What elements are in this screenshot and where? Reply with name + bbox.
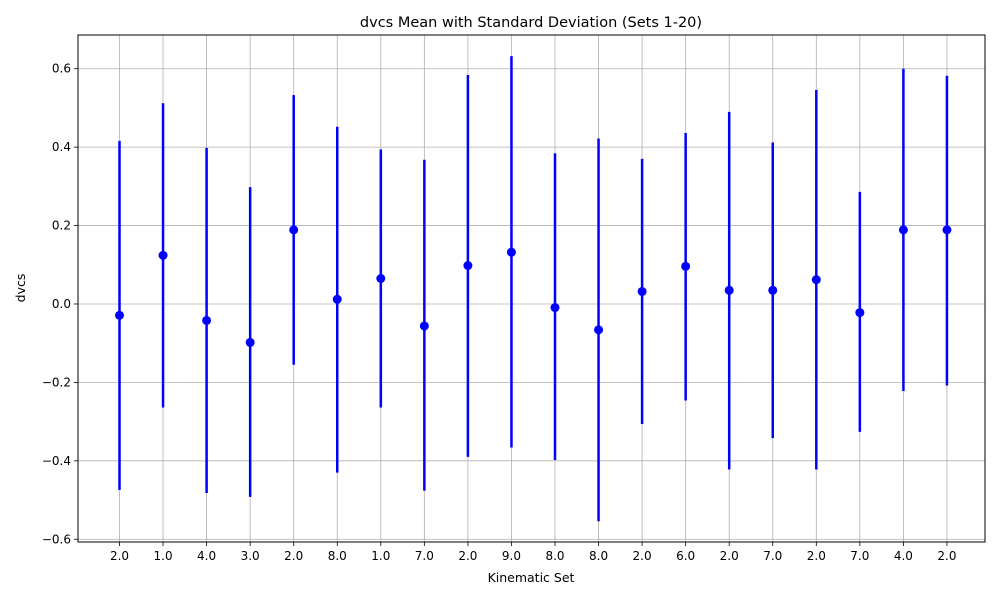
mean-point xyxy=(898,225,908,235)
y-tick-label: 0.0 xyxy=(52,297,71,311)
y-tick-label: −0.2 xyxy=(42,375,71,389)
x-tick-label: 1.0 xyxy=(154,549,173,563)
x-tick-label: 7.0 xyxy=(850,549,869,563)
mean-point xyxy=(724,285,734,295)
grid-layer xyxy=(78,35,985,542)
x-ticks-layer: 2.0 1.0 4.0 3.0 2.0 8.0 1.0 7.0 2.0 9.0 8.0 8.0 2.0 6… xyxy=(110,542,956,563)
x-tick-label: 2.0 xyxy=(284,549,303,563)
x-tick-label: 8.0 xyxy=(545,549,564,563)
mean-point xyxy=(463,261,473,271)
chart-title: dvcs Mean with Standard Deviation (Sets … xyxy=(360,15,702,31)
mean-point xyxy=(376,274,386,284)
y-tick-label: 0.2 xyxy=(52,219,71,233)
mean-point xyxy=(158,250,168,260)
mean-point xyxy=(506,247,516,257)
y-tick-label: 0.4 xyxy=(52,140,71,154)
x-axis-label: Kinematic Set xyxy=(488,570,575,585)
mean-point xyxy=(811,275,821,285)
mean-point xyxy=(289,225,299,235)
mean-point xyxy=(855,308,865,318)
x-tick-label: 4.0 xyxy=(197,549,216,563)
mean-point xyxy=(550,303,560,313)
mean-point xyxy=(637,286,647,296)
mean-point xyxy=(594,325,604,335)
mean-point xyxy=(332,294,342,304)
mean-point xyxy=(942,225,952,235)
mean-point xyxy=(768,285,778,295)
y-ticks-layer: 0.6 0.4 0.2 0.0 −0.2 −0.4 −0.6 xyxy=(42,62,78,546)
x-tick-label: 7.0 xyxy=(415,549,434,563)
x-tick-label: 2.0 xyxy=(937,549,956,563)
error-bars-layer xyxy=(118,56,949,522)
y-axis-label: dvcs xyxy=(13,274,28,303)
mean-point xyxy=(681,261,691,271)
y-tick-label: 0.6 xyxy=(52,62,71,76)
x-tick-label: 7.0 xyxy=(763,549,782,563)
x-tick-label: 2.0 xyxy=(807,549,826,563)
mean-point xyxy=(245,337,255,347)
x-tick-label: 2.0 xyxy=(633,549,652,563)
mean-point xyxy=(202,315,212,325)
x-tick-label: 2.0 xyxy=(110,549,129,563)
y-tick-label: −0.6 xyxy=(42,532,71,546)
mean-point xyxy=(115,310,124,320)
x-tick-label: 8.0 xyxy=(328,549,347,563)
x-tick-label: 8.0 xyxy=(589,549,608,563)
x-tick-label: 4.0 xyxy=(894,549,913,563)
x-tick-label: 6.0 xyxy=(676,549,695,563)
mean-points-layer xyxy=(115,225,952,347)
x-tick-label: 9.0 xyxy=(502,549,521,563)
x-tick-label: 1.0 xyxy=(371,549,390,563)
mean-point xyxy=(419,321,429,331)
x-tick-label: 3.0 xyxy=(241,549,260,563)
plot-frame xyxy=(77,34,986,543)
y-tick-label: −0.4 xyxy=(42,454,71,468)
x-tick-label: 2.0 xyxy=(720,549,739,563)
x-tick-label: 2.0 xyxy=(458,549,477,563)
